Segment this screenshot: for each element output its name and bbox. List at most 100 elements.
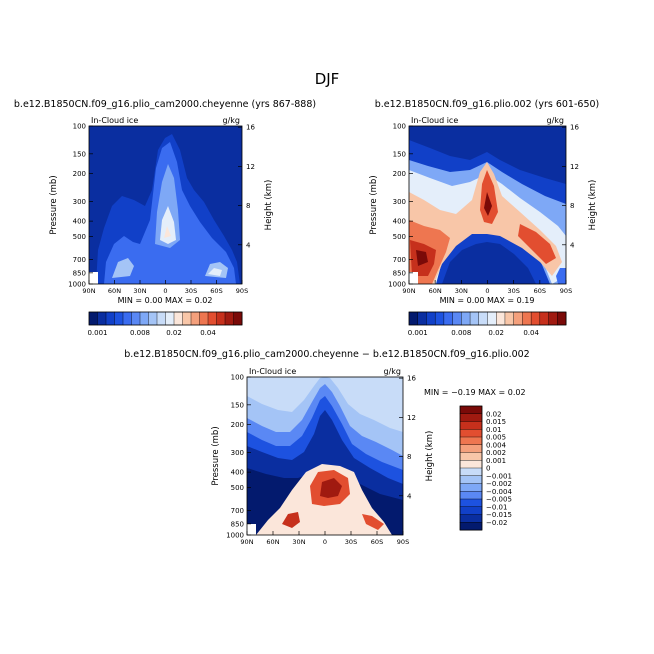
colorbar-swatch	[452, 311, 462, 326]
legend-swatch	[459, 460, 483, 469]
colorbar-swatch	[148, 311, 158, 326]
right-shade-warm	[409, 162, 562, 284]
legend-swatch	[459, 421, 483, 430]
pressure-tick-label: 100	[231, 374, 244, 382]
colorbar-swatch	[88, 311, 99, 326]
colorbar-swatch	[190, 311, 201, 326]
colorbar-swatch	[469, 311, 480, 326]
colorbar-swatch	[496, 311, 506, 326]
latitude-tick-label: 90N	[240, 538, 253, 546]
colorbar-swatch	[114, 311, 124, 326]
right-shade-tropics-peak	[484, 192, 492, 216]
latitude-tick-label: 0	[485, 287, 489, 295]
pressure-tick-label: 1000	[226, 532, 244, 540]
left-variable-label: In-Cloud ice	[91, 116, 138, 125]
legend-level-label: 0.02	[486, 410, 502, 418]
left-x-ticks: 90N 60N 30N 0 30S 60S 90S	[82, 280, 248, 295]
left-contour-field	[89, 126, 242, 284]
difference-units-label: g/kg	[384, 367, 401, 376]
pressure-tick-label: 850	[73, 269, 86, 277]
legend-swatch	[459, 514, 483, 523]
latitude-tick-label: 90N	[82, 287, 95, 295]
latitude-tick-label: 30S	[185, 287, 197, 295]
latitude-tick-label: 90S	[397, 538, 409, 546]
height-tick-label: 8	[246, 202, 250, 210]
right-y-ticks: 100 150 200 300 400 500 700 850 1000	[388, 123, 413, 289]
latitude-tick-label: 90S	[236, 287, 248, 295]
legend-swatch	[459, 491, 483, 500]
colorbar-label: 0.04	[200, 329, 216, 337]
difference-y-ticks: 100 150 200 300 400 500 700 850 1000	[226, 374, 251, 540]
colorbar-label: 0.008	[130, 329, 150, 337]
pressure-tick-label: 500	[393, 233, 406, 241]
diff-shade-positive-peak	[320, 478, 342, 498]
legend-level-label: −0.002	[486, 480, 512, 488]
right-colorbar: 0.001 0.008 0.02 0.04	[408, 311, 567, 337]
colorbar-swatch	[487, 311, 497, 326]
colorbar-swatch	[426, 311, 436, 326]
height-tick-label: 4	[246, 241, 251, 249]
pressure-tick-label: 400	[393, 218, 406, 226]
difference-min-max: MIN = −0.19 MAX = 0.02	[424, 388, 526, 397]
colorbar-swatch	[156, 311, 167, 326]
latitude-tick-label: 0	[163, 287, 167, 295]
legend-swatch	[459, 452, 483, 461]
difference-contour-field	[247, 377, 403, 535]
legend-level-label: 0.015	[486, 418, 506, 426]
colorbar-frame	[408, 311, 567, 326]
colorbar-swatch	[97, 311, 107, 326]
right-min-max: MIN = 0.00 MAX = 0.19	[440, 296, 535, 305]
legend-swatch	[459, 467, 483, 477]
difference-height-ticks: 16 12 8 4	[399, 375, 416, 500]
right-y-axis-label: Pressure (mb)	[369, 175, 379, 234]
pressure-tick-label: 1000	[388, 281, 406, 289]
latitude-tick-label: 60N	[429, 287, 442, 295]
latitude-tick-label: 30N	[292, 538, 305, 546]
right-topography	[409, 272, 418, 284]
left-panel-title: b.e12.B1850CN.f09_g16.plio_cam2000.cheye…	[14, 99, 316, 110]
left-y-ticks: 100 150 200 300 400 500 700 850 1000	[68, 123, 93, 289]
diff-shade-north-low	[282, 512, 300, 528]
colorbar-frame	[88, 311, 243, 326]
latitude-tick-label: 30N	[133, 287, 146, 295]
height-tick-label: 16	[407, 375, 416, 383]
colorbar-swatch	[417, 311, 427, 326]
left-min-max: MIN = 0.00 MAX = 0.02	[118, 296, 213, 305]
colorbar-swatch	[182, 311, 192, 326]
pressure-tick-label: 100	[393, 123, 406, 131]
legend-level-label: 0.001	[486, 457, 506, 465]
latitude-tick-label: 60S	[210, 287, 222, 295]
height-tick-label: 12	[246, 163, 255, 171]
right-shade-strat	[409, 126, 566, 184]
legend-swatch	[459, 522, 483, 531]
latitude-tick-label: 60N	[266, 538, 279, 546]
colorbar-swatch	[207, 311, 218, 326]
latitude-tick-label: 60N	[108, 287, 121, 295]
legend-swatch	[459, 436, 483, 446]
difference-variable-label: In-Cloud ice	[249, 367, 296, 376]
height-tick-label: 4	[407, 492, 412, 500]
height-tick-label: 8	[570, 202, 574, 210]
right-panel-title: b.e12.B1850CN.f09_g16.plio.002 (yrs 601-…	[375, 99, 600, 110]
legend-level-label: −0.004	[486, 488, 512, 496]
right-shade-low-clear	[442, 242, 536, 284]
pressure-tick-label: 700	[73, 256, 86, 264]
difference-x-ticks: 90N 60N 30N 0 30S 60S 90S	[240, 531, 409, 546]
left-shade-max	[164, 226, 171, 238]
legend-swatch	[459, 483, 483, 492]
colorbar-label: 0.008	[451, 329, 471, 337]
right-shade-tropics	[480, 170, 498, 224]
legend-level-label: 0.004	[486, 441, 507, 449]
height-tick-label: 12	[570, 163, 579, 171]
page-title: DJF	[315, 70, 340, 88]
colorbar-swatch	[513, 311, 523, 326]
pressure-tick-label: 500	[73, 233, 86, 241]
latitude-tick-label: 0	[323, 538, 327, 546]
left-y-axis-label: Pressure (mb)	[49, 175, 59, 234]
legend-level-label: −0.02	[486, 519, 507, 527]
pressure-tick-label: 300	[393, 198, 406, 206]
left-colorbar: 0.001 0.008 0.02 0.04	[87, 311, 243, 337]
colorbar-swatch	[199, 311, 209, 326]
diff-shade-south-low	[362, 514, 384, 530]
